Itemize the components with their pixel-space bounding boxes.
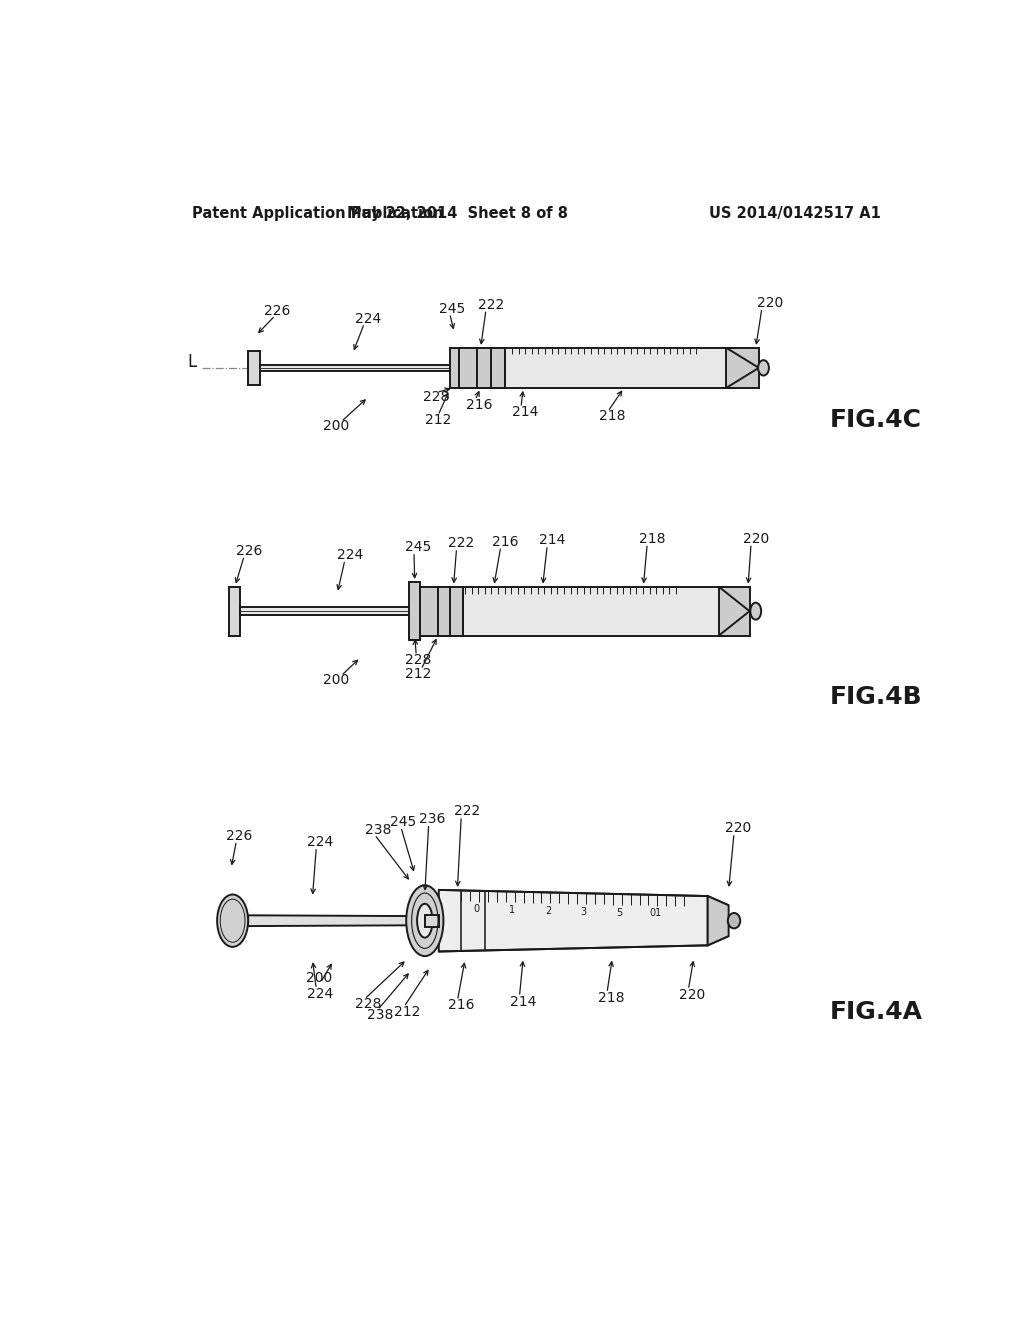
Ellipse shape <box>751 603 761 619</box>
Text: 216: 216 <box>449 998 474 1012</box>
Text: 200: 200 <box>306 972 333 986</box>
Ellipse shape <box>417 904 432 937</box>
Ellipse shape <box>728 913 740 928</box>
Ellipse shape <box>758 360 769 376</box>
Text: 222: 222 <box>454 804 480 818</box>
Bar <box>459 348 506 388</box>
Polygon shape <box>438 890 708 952</box>
Text: 218: 218 <box>598 991 624 1005</box>
Text: 214: 214 <box>510 994 537 1008</box>
Text: 3: 3 <box>581 907 587 916</box>
Text: 224: 224 <box>337 548 362 562</box>
Text: 228: 228 <box>406 653 432 668</box>
Bar <box>459 348 734 388</box>
Text: 212: 212 <box>425 413 452 428</box>
Text: 218: 218 <box>639 532 666 545</box>
Text: 222: 222 <box>449 536 474 550</box>
Text: 216: 216 <box>493 535 519 549</box>
Text: 245: 245 <box>439 301 465 315</box>
Text: 0: 0 <box>474 904 480 915</box>
Text: 226: 226 <box>264 304 291 318</box>
Text: 236: 236 <box>419 812 445 826</box>
Text: 214: 214 <box>539 533 565 548</box>
Text: 245: 245 <box>404 540 431 554</box>
Bar <box>450 348 459 388</box>
Text: US 2014/0142517 A1: US 2014/0142517 A1 <box>710 206 881 222</box>
Text: 212: 212 <box>406 668 432 681</box>
Text: 222: 222 <box>477 298 504 312</box>
Text: 200: 200 <box>323 673 349 688</box>
Text: May 22, 2014  Sheet 8 of 8: May 22, 2014 Sheet 8 of 8 <box>347 206 568 222</box>
Bar <box>719 586 750 636</box>
Text: Patent Application Publication: Patent Application Publication <box>191 206 443 222</box>
Bar <box>228 586 240 636</box>
Text: 212: 212 <box>394 1005 420 1019</box>
Text: 216: 216 <box>466 397 493 412</box>
Text: 220: 220 <box>725 821 751 836</box>
Text: 200: 200 <box>323 420 349 433</box>
Text: 218: 218 <box>599 409 626 424</box>
Text: L: L <box>187 352 197 371</box>
Text: 220: 220 <box>679 987 706 1002</box>
Text: 228: 228 <box>355 997 381 1011</box>
Bar <box>248 351 260 385</box>
Text: 1: 1 <box>509 906 515 915</box>
Bar <box>425 915 438 927</box>
Ellipse shape <box>217 895 248 946</box>
Bar <box>726 348 759 388</box>
Text: 226: 226 <box>225 829 252 843</box>
Text: FIG.4A: FIG.4A <box>829 999 923 1023</box>
Text: 228: 228 <box>423 391 450 404</box>
Bar <box>410 582 420 640</box>
Text: 220: 220 <box>742 532 769 545</box>
Text: 214: 214 <box>512 405 539 420</box>
Text: 238: 238 <box>368 1007 394 1022</box>
Bar <box>240 607 412 615</box>
Text: 2: 2 <box>545 906 551 916</box>
Ellipse shape <box>407 886 443 956</box>
Text: 01: 01 <box>649 908 662 919</box>
Polygon shape <box>708 896 729 945</box>
Text: 245: 245 <box>390 816 416 829</box>
Text: 220: 220 <box>757 296 782 310</box>
Bar <box>260 364 454 371</box>
Text: FIG.4C: FIG.4C <box>829 408 922 432</box>
Text: 226: 226 <box>237 544 263 558</box>
Text: 238: 238 <box>366 822 391 837</box>
Text: 224: 224 <box>307 987 334 1001</box>
Bar <box>420 586 726 636</box>
Text: 5: 5 <box>616 908 623 917</box>
Text: FIG.4B: FIG.4B <box>829 685 922 709</box>
Text: 224: 224 <box>307 836 334 849</box>
Bar <box>420 586 463 636</box>
Polygon shape <box>248 915 411 927</box>
Text: 224: 224 <box>355 312 381 326</box>
